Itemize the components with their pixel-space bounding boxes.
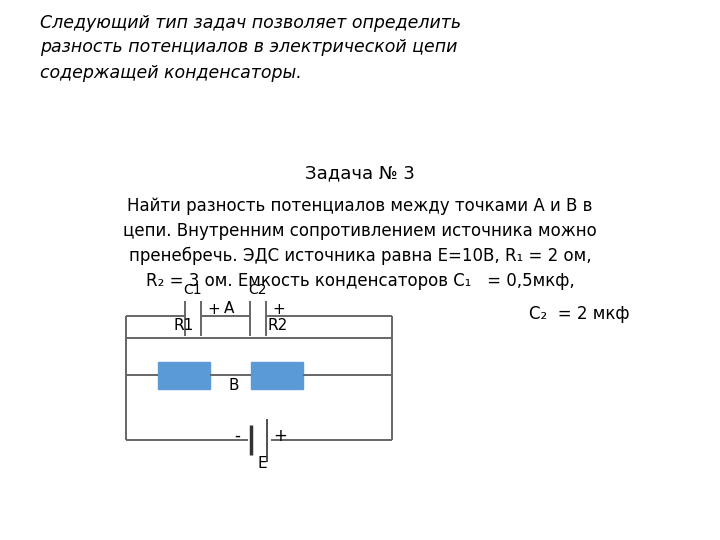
Text: -: - [234,427,240,445]
Text: Следующий тип задач позволяет определить
разность потенциалов в электрической це: Следующий тип задач позволяет определить… [40,14,461,82]
Text: С₂  = 2 мкф: С₂ = 2 мкф [529,305,630,323]
Text: R2: R2 [267,318,287,333]
Bar [251,362,303,389]
Text: Задача № 3: Задача № 3 [305,165,415,183]
Text: Найти разность потенциалов между точками А и В в
цепи. Внутренним сопротивлением: Найти разность потенциалов между точками… [123,197,597,291]
Text: E: E [258,456,268,471]
Text: +: + [273,427,287,445]
Text: С1: С1 [184,283,202,297]
Text: R1: R1 [174,318,194,333]
Text: +: + [207,302,220,317]
Text: B: B [229,377,239,393]
Text: A: A [224,301,234,316]
Text: С2: С2 [248,283,267,297]
Bar [158,362,210,389]
Text: +: + [272,302,285,317]
